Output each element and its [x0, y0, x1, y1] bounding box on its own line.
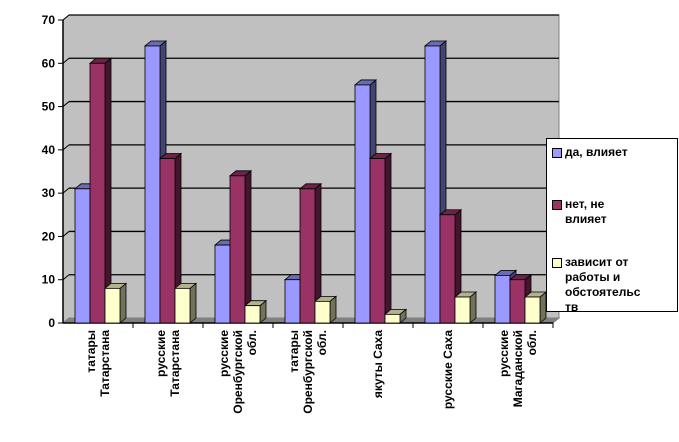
gridline-side	[62, 231, 70, 237]
x-tick-label: татары	[287, 330, 301, 373]
legend-label: работы и	[565, 270, 621, 284]
legend-swatch	[552, 148, 562, 158]
y-tick-label: 20	[42, 229, 56, 243]
y-tick-label: 40	[42, 143, 56, 157]
x-tick-label: обл.	[315, 330, 329, 355]
x-tick-label: Оренбургской	[231, 330, 245, 414]
legend-label: тв	[565, 300, 579, 314]
bar-side	[189, 282, 197, 324]
legend-label: зависит от	[565, 255, 629, 269]
bar	[509, 279, 526, 324]
x-tick-label: обл.	[245, 330, 259, 355]
bar	[284, 279, 301, 324]
bar	[299, 188, 316, 324]
x-tick-label: татары	[84, 330, 98, 373]
bar-side	[104, 57, 112, 324]
bar	[424, 45, 441, 324]
x-tick-label: русские	[154, 330, 168, 377]
y-tick-label: 0	[48, 316, 55, 330]
bar	[369, 158, 386, 324]
gridline-side	[62, 57, 70, 64]
bar	[314, 300, 331, 324]
bar	[524, 296, 541, 324]
legend-swatch	[552, 258, 562, 268]
legend-item: нет, не влияет	[552, 197, 676, 227]
bar	[159, 158, 176, 324]
legend-label: обстоятельс	[565, 285, 641, 299]
gridline-side	[62, 14, 70, 21]
bar	[229, 175, 246, 324]
bar	[104, 287, 121, 324]
bar	[214, 244, 231, 324]
bar	[354, 84, 371, 324]
legend-label: да, влияет	[565, 145, 628, 159]
bar	[174, 287, 191, 324]
gridline-side	[62, 274, 70, 281]
gridline-side	[62, 101, 70, 107]
bar	[244, 305, 261, 324]
bar	[89, 62, 106, 324]
bar-side	[384, 152, 392, 324]
x-tick-label: якуты Саха	[371, 330, 385, 398]
bar-side	[244, 169, 252, 324]
legend-label: влияет	[565, 212, 607, 226]
legend: да, влияет нет, не влияет зависит от работы …	[546, 138, 678, 315]
y-tick-label: 30	[42, 186, 56, 200]
x-tick-label: русские Саха	[441, 330, 455, 409]
gridline-side	[62, 144, 70, 151]
legend-item: да, влияет	[552, 145, 676, 160]
legend-swatch	[552, 200, 562, 210]
y-tick-label: 60	[42, 56, 56, 70]
y-tick-label: 10	[42, 273, 56, 287]
x-tick-label: обл.	[525, 330, 539, 355]
bar-side	[119, 282, 127, 324]
legend-label: нет, не	[565, 197, 605, 211]
legend-item: зависит от работы и обстоятельс тв	[552, 255, 676, 315]
bar	[384, 313, 401, 324]
gridline-side	[62, 187, 70, 194]
x-tick-label: Татарстана	[98, 330, 112, 397]
x-tick-label: Магаданской	[511, 330, 525, 407]
bar	[144, 45, 161, 324]
bar	[74, 188, 91, 324]
x-tick-label: Оренбургской	[301, 330, 315, 414]
x-tick-label: русские	[217, 330, 231, 377]
y-tick-label: 50	[42, 100, 56, 114]
bar	[494, 274, 511, 324]
bar	[454, 296, 471, 324]
y-tick-label: 70	[42, 13, 56, 27]
x-tick-label: русские	[497, 330, 511, 377]
x-tick-label: Татарстана	[168, 330, 182, 397]
bar	[439, 214, 456, 324]
